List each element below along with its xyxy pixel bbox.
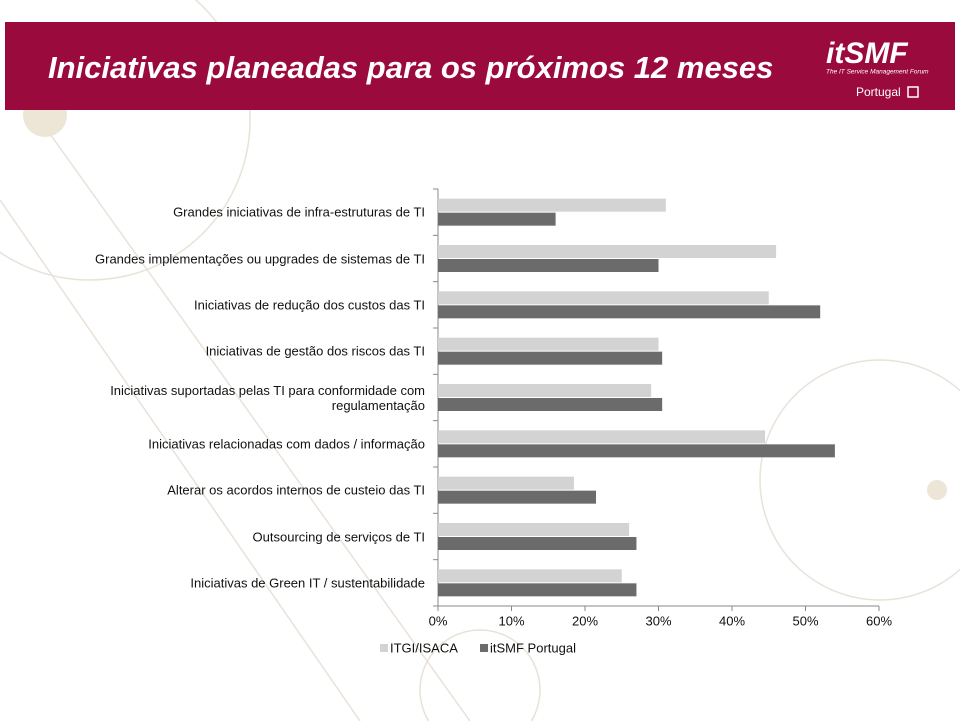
bar	[438, 430, 766, 444]
bar	[438, 384, 652, 397]
legend-label: ITGI/ISACA	[390, 640, 458, 655]
bar	[438, 569, 622, 583]
bar	[438, 291, 769, 305]
y-tick-label: Iniciativas de Green IT / sustentabilida…	[190, 575, 425, 591]
x-tick-label: 10%	[498, 613, 524, 628]
bar	[438, 337, 659, 351]
bar	[438, 444, 835, 458]
legend-label: itSMF Portugal	[490, 640, 576, 655]
logo: itSMF	[826, 37, 908, 70]
bar	[438, 305, 821, 319]
y-tick-label: Iniciativas suportadas pelas TI para con…	[110, 382, 425, 413]
bar	[438, 537, 637, 550]
x-tick-label: 60%	[866, 613, 892, 628]
bar	[438, 212, 556, 226]
bar	[438, 351, 663, 365]
bar	[438, 259, 659, 272]
legend-swatch	[380, 644, 388, 652]
bar	[438, 476, 574, 490]
x-tick-label: 40%	[719, 613, 745, 628]
bar	[438, 523, 630, 536]
bar	[438, 198, 666, 212]
logo-square	[907, 86, 919, 98]
bar	[438, 490, 597, 504]
bar	[438, 398, 663, 411]
x-tick-label: 0%	[429, 613, 448, 628]
x-tick-label: 30%	[645, 613, 671, 628]
y-tick-label: Iniciativas de gestão dos riscos das TI	[205, 343, 425, 359]
x-tick-label: 50%	[792, 613, 818, 628]
x-tick-label: 20%	[572, 613, 598, 628]
y-tick-label: Iniciativas de redução dos custos das TI	[194, 297, 425, 313]
y-tick-label: Outsourcing de serviços de TI	[252, 529, 425, 544]
y-tick-label: Iniciativas relacionadas com dados / inf…	[148, 436, 425, 452]
region: Portugal	[856, 85, 901, 99]
bar	[438, 583, 637, 597]
y-tick-label: Grandes implementações ou upgrades de si…	[95, 251, 425, 266]
title: Iniciativas planeadas para os próximos 1…	[48, 50, 773, 85]
header-band	[5, 22, 955, 110]
y-tick-label: Alterar os acordos internos de custeio d…	[167, 482, 425, 498]
bar	[438, 245, 777, 258]
decoration-dot	[927, 480, 947, 500]
logo-subtitle: The IT Service Management Forum	[826, 69, 929, 76]
legend-swatch	[480, 644, 488, 652]
y-tick-label: Grandes iniciativas de infra-estruturas …	[173, 204, 425, 220]
